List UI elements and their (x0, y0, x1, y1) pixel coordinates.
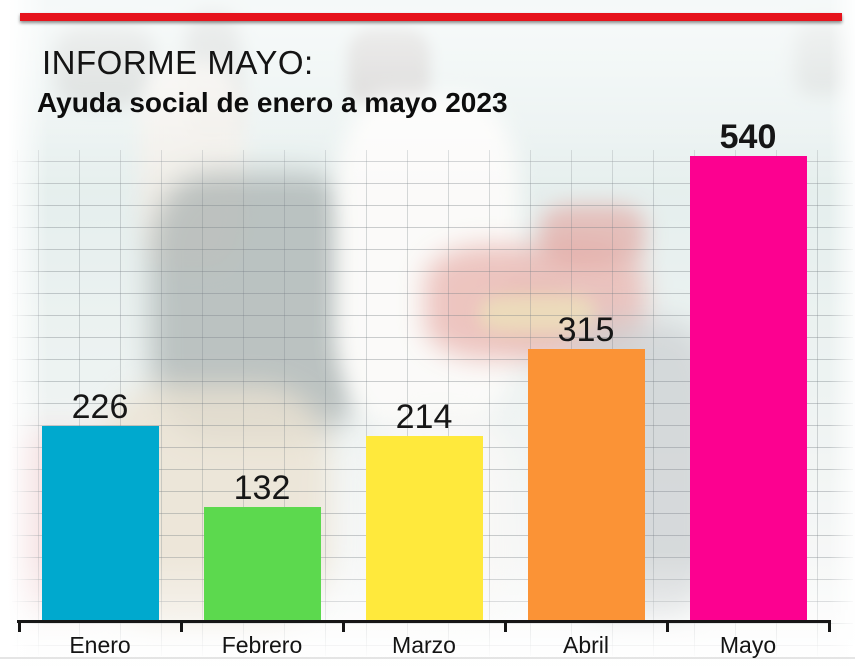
x-axis-tick (665, 620, 669, 632)
x-axis-tick (827, 620, 831, 632)
x-axis-line (17, 620, 831, 623)
report-title: Ayuda social de enero a mayo 2023 (37, 87, 508, 118)
bar-febrero (203, 507, 321, 620)
month-label-febrero: Febrero (221, 632, 303, 658)
month-label-abril: Abril (562, 632, 609, 658)
value-label-febrero: 132 (233, 469, 291, 507)
bottom-edge-line (0, 657, 855, 659)
x-axis-tick (179, 620, 183, 632)
top-red-bar (20, 13, 842, 21)
x-axis-tick (17, 620, 21, 632)
month-label-marzo: Marzo (392, 632, 456, 658)
x-axis-tick (341, 620, 345, 632)
month-label-mayo: Mayo (719, 632, 777, 658)
month-label-enero: Enero (69, 632, 131, 658)
report-kicker: INFORME MAYO: (42, 44, 314, 81)
bar-mayo (689, 156, 807, 620)
bar-enero (41, 426, 159, 620)
bar-marzo (365, 436, 483, 620)
value-label-enero: 226 (71, 388, 129, 426)
value-label-marzo: 214 (395, 398, 453, 436)
bar-abril (527, 349, 645, 620)
value-label-mayo: 540 (719, 118, 777, 156)
x-axis-tick (503, 620, 507, 632)
value-label-abril: 315 (557, 311, 615, 349)
